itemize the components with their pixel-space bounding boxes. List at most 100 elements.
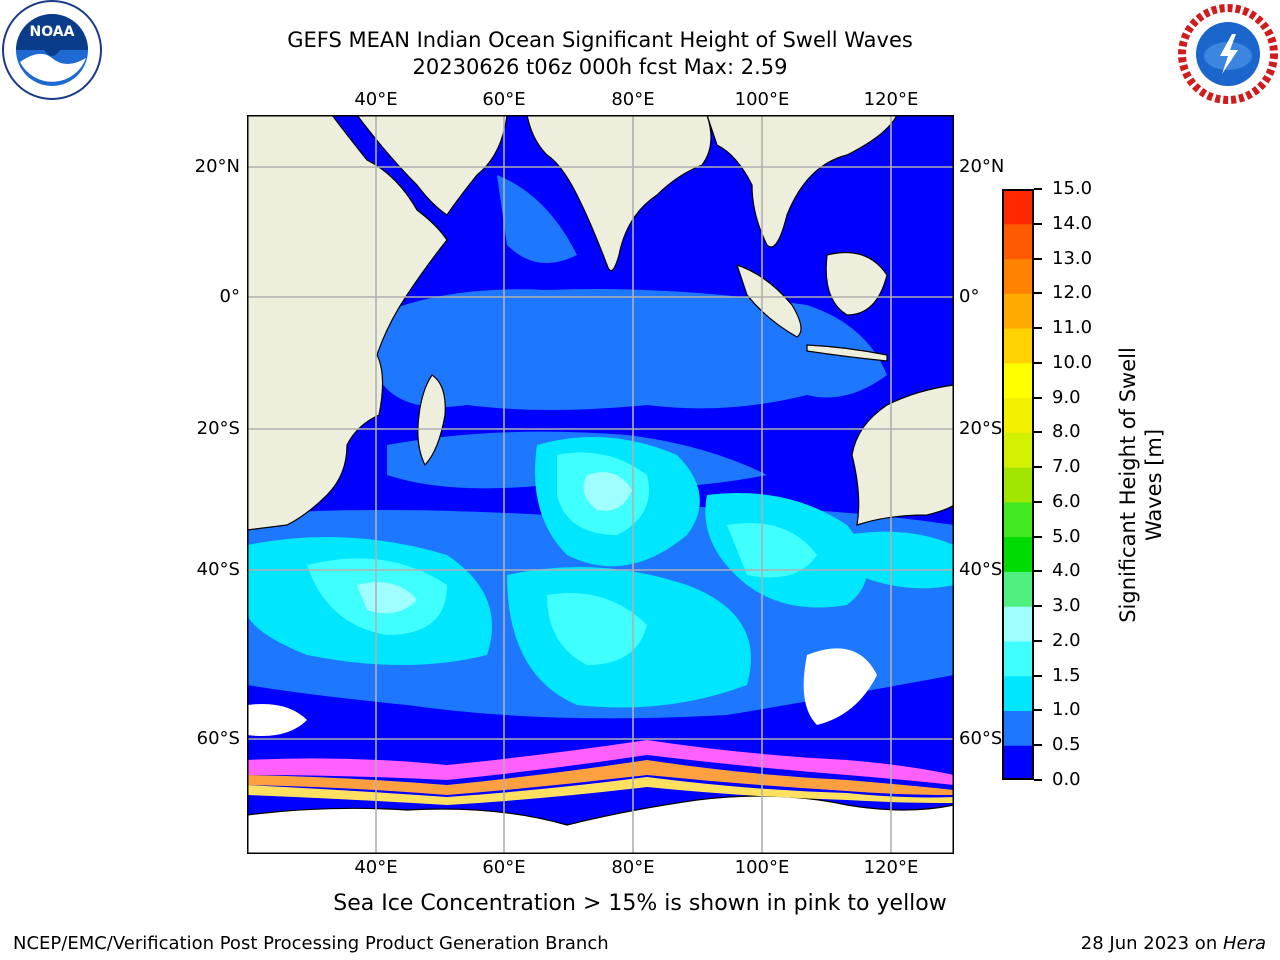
- missing-data-patch: [803, 648, 877, 725]
- land-borneo: [825, 251, 888, 316]
- footer-date: 28 Jun 2023 on Hera: [1081, 933, 1266, 954]
- colorbar-tick-mark: [1034, 292, 1042, 295]
- colorbar-tick-label: 1.5: [1052, 664, 1081, 686]
- lon-label-top-60e: 60°E: [482, 89, 526, 110]
- colorbar-title-line2: Waves [m]: [1142, 428, 1166, 542]
- colorbar-tick-label: 8.0: [1052, 421, 1081, 443]
- colorbar-tick-mark: [1034, 257, 1042, 260]
- colorbar-segment: [1002, 223, 1034, 260]
- lon-label-bottom-40e: 40°E: [354, 857, 398, 878]
- colorbar-tick-label: 15.0: [1052, 178, 1093, 199]
- land-africa: [247, 115, 448, 531]
- map-gridlines: [247, 115, 954, 854]
- colorbar-tick-label: 0.0: [1052, 769, 1081, 790]
- chart-subtitle: 20230626 t06z 000h fcst Max: 2.59: [412, 55, 788, 79]
- colorbar-tick-mark: [1034, 709, 1042, 712]
- colorbar-tick-label: 0.5: [1052, 734, 1081, 756]
- chart-title: GEFS MEAN Indian Ocean Significant Heigh…: [287, 28, 913, 52]
- lon-label-bottom-100e: 100°E: [734, 857, 790, 878]
- land-java: [806, 344, 888, 362]
- colorbar-tick-label: 10.0: [1052, 351, 1093, 373]
- colorbar-segment: [1002, 362, 1034, 399]
- colorbar-segment: [1002, 571, 1034, 607]
- swell-field-2.0-3.0: [357, 472, 632, 614]
- colorbar-segment: [1002, 258, 1034, 294]
- colorbar-tick-mark: [1034, 222, 1042, 225]
- colorbar-frame: [1002, 189, 1034, 780]
- colorbar-tick-mark: [1034, 674, 1042, 677]
- land-antarctica: [247, 795, 954, 854]
- colorbar: [1002, 189, 1034, 780]
- noaa-logo-text: NOAA: [30, 24, 75, 40]
- colorbar-segment: [1002, 293, 1034, 329]
- colorbar-tick-label: 5.0: [1052, 525, 1081, 547]
- land-southeast-asia: [706, 115, 898, 248]
- colorbar-segment: [1002, 536, 1034, 572]
- land-sumatra: [736, 264, 802, 338]
- colorbar-tick-label: 11.0: [1052, 317, 1093, 339]
- footer-date-text: 28 Jun 2023 on: [1080, 933, 1223, 954]
- lon-label-top-120e: 120°E: [863, 89, 919, 110]
- lat-label-left-40s: 40°S: [196, 559, 240, 580]
- colorbar-tick-label: 6.0: [1052, 490, 1081, 512]
- lon-label-top-100e: 100°E: [734, 89, 790, 110]
- lat-label-left-20s: 20°S: [196, 418, 240, 439]
- colorbar-tick-mark: [1034, 431, 1042, 434]
- colorbar-segment: [1002, 328, 1034, 364]
- ocean-map: [247, 115, 954, 854]
- missing-data-patch-2: [247, 704, 307, 736]
- colorbar-tick-mark: [1034, 744, 1042, 747]
- colorbar-tick-mark: [1034, 605, 1042, 608]
- colorbar-tick-mark: [1034, 535, 1042, 538]
- land-india: [526, 115, 712, 272]
- lon-label-bottom-60e: 60°E: [482, 857, 526, 878]
- colorbar-tick-label: 3.0: [1052, 595, 1081, 617]
- footer-machine: Hera: [1222, 933, 1266, 954]
- lat-label-right-20n: 20°N: [959, 156, 1005, 177]
- nws-logo: [1178, 4, 1278, 104]
- noaa-logo: NOAA: [2, 0, 102, 100]
- colorbar-tick-mark: [1034, 188, 1042, 190]
- colorbar-segment: [1002, 189, 1034, 225]
- colorbar-segment: [1002, 640, 1034, 677]
- lon-label-top-40e: 40°E: [354, 89, 398, 110]
- colorbar-segment: [1002, 501, 1034, 538]
- colorbar-tick-mark: [1034, 327, 1042, 330]
- lat-label-left-0: 0°: [219, 286, 240, 307]
- colorbar-segment: [1002, 397, 1034, 433]
- colorbar-tick-mark: [1034, 361, 1042, 364]
- sea-ice-note: Sea Ice Concentration > 15% is shown in …: [333, 891, 947, 916]
- colorbar-tick-label: 7.0: [1052, 456, 1081, 478]
- colorbar-segment: [1002, 710, 1034, 746]
- lat-label-left-20n: 20°N: [194, 156, 240, 177]
- land-australia: [851, 384, 954, 526]
- lat-label-right-60s: 60°S: [959, 728, 1003, 749]
- lat-label-left-60s: 60°S: [196, 728, 240, 749]
- colorbar-tick-mark: [1034, 466, 1042, 469]
- lat-label-right-40s: 40°S: [959, 559, 1003, 580]
- lon-label-top-80e: 80°E: [611, 89, 655, 110]
- map-frame: [247, 115, 954, 854]
- colorbar-title-line1: Significant Height of Swell: [1116, 347, 1140, 623]
- colorbar-segment: [1002, 745, 1034, 780]
- colorbar-tick-label: 12.0: [1052, 282, 1093, 304]
- colorbar-tick-label: 14.0: [1052, 212, 1093, 234]
- sea-ice-band: [247, 740, 954, 805]
- colorbar-tick-label: 9.0: [1052, 386, 1081, 408]
- colorbar-title: Significant Height of Swell Waves [m]: [1115, 347, 1167, 623]
- land-arabia: [356, 115, 508, 216]
- colorbar-tick-mark: [1034, 500, 1042, 503]
- lon-label-bottom-80e: 80°E: [611, 857, 655, 878]
- lat-label-right-20s: 20°S: [959, 418, 1003, 439]
- colorbar-tick-label: 2.0: [1052, 629, 1081, 651]
- lat-label-right-0: 0°: [959, 286, 980, 307]
- colorbar-segment: [1002, 675, 1034, 711]
- colorbar-tick-mark: [1034, 639, 1042, 642]
- footer-credit: NCEP/EMC/Verification Post Processing Pr…: [13, 933, 609, 954]
- land-madagascar: [417, 374, 446, 467]
- colorbar-tick-label: 4.0: [1052, 560, 1081, 582]
- colorbar-segment: [1002, 432, 1034, 468]
- colorbar-segment: [1002, 467, 1034, 503]
- colorbar-tick-mark: [1034, 396, 1042, 399]
- colorbar-tick-label: 13.0: [1052, 247, 1093, 269]
